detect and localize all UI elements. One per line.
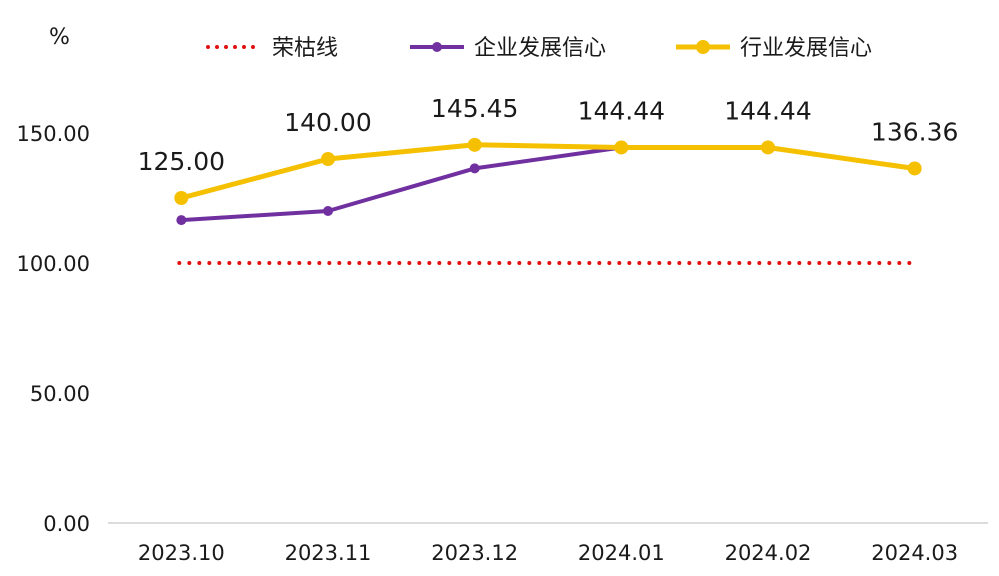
y-tick-label: 100.00 (17, 252, 90, 276)
legend-label-enterprise: 企业发展信心 (474, 36, 606, 61)
legend-item-enterprise: 企业发展信心 (410, 36, 606, 61)
legend-marker-industry (696, 40, 710, 54)
data-point-industry (467, 137, 482, 152)
series-line-enterprise (179, 145, 917, 223)
x-tick-label: 2024.03 (871, 541, 958, 565)
series-line-industry (178, 142, 918, 201)
axes: 0.00 50.00 100.00 150.00 2023.10 2023.11 2023.… (17, 122, 988, 565)
y-unit-label: % (49, 25, 70, 50)
data-point-industry (614, 140, 629, 155)
legend-item-threshold: 荣枯线 (206, 36, 338, 61)
x-tick-label: 2023.12 (431, 541, 518, 565)
legend-label-threshold: 荣枯线 (272, 36, 338, 61)
data-point-industry (907, 161, 922, 176)
x-tick-label: 2024.01 (578, 541, 665, 565)
data-point-industry (321, 152, 335, 166)
data-point-enterprise (176, 215, 187, 226)
series-layer (174, 137, 922, 265)
data-point-enterprise (323, 206, 333, 216)
data-label: 140.00 (284, 108, 371, 137)
data-label: 136.36 (871, 117, 958, 146)
legend-marker-enterprise (432, 42, 442, 52)
x-tick-label: 2023.10 (138, 541, 225, 565)
x-tick-label: 2024.02 (725, 541, 812, 565)
legend-item-industry: 行业发展信心 (676, 36, 872, 61)
legend-label-industry: 行业发展信心 (740, 36, 872, 61)
data-label: 125.00 (138, 147, 225, 176)
data-point-industry (761, 140, 775, 155)
data-label: 144.44 (724, 96, 811, 125)
data-label: 144.44 (578, 96, 665, 125)
data-label: 145.45 (431, 94, 518, 123)
data-labels: 125.00 140.00 145.45 144.44 144.44 136.36 (138, 94, 959, 176)
y-tick-label: 50.00 (30, 382, 90, 406)
legend: 荣枯线 企业发展信心 行业发展信心 (206, 36, 872, 61)
data-point-industry (174, 191, 189, 205)
data-point-enterprise (469, 163, 480, 174)
x-tick-label: 2023.11 (285, 541, 372, 565)
y-tick-label: 0.00 (43, 512, 90, 536)
y-tick-label: 150.00 (17, 122, 90, 146)
